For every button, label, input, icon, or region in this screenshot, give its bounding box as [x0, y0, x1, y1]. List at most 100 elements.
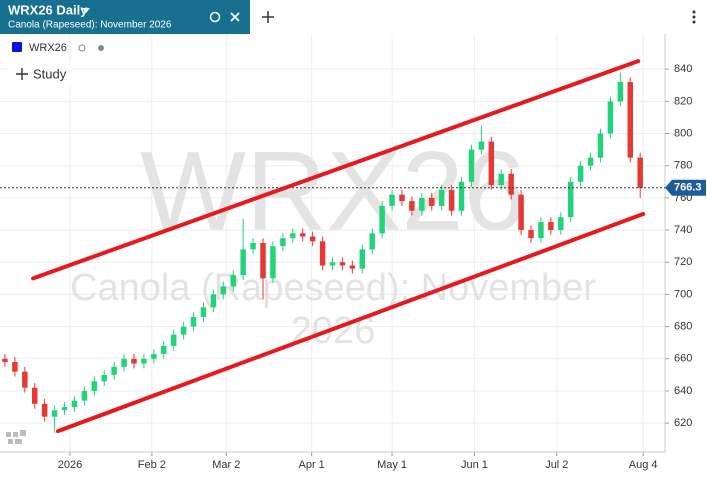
- candle-body: [190, 316, 197, 327]
- plot-area: 6206406606807007207407607808008208402026…: [0, 34, 706, 471]
- candle-body: [141, 358, 147, 364]
- candle-body: [290, 233, 296, 239]
- candle-body: [389, 194, 395, 206]
- candle-body: [607, 101, 614, 134]
- candle-body: [170, 334, 177, 346]
- plus-icon: [16, 68, 28, 80]
- candle-body: [329, 262, 336, 266]
- candle-body: [339, 262, 346, 266]
- x-tick-label: 2026: [58, 459, 82, 471]
- candle-body: [518, 194, 524, 231]
- study-button[interactable]: [8, 62, 72, 86]
- candle-body: [200, 307, 207, 317]
- candle-body: [270, 246, 276, 279]
- visibility-icon[interactable]: [78, 44, 86, 52]
- study-label[interactable]: Study: [33, 66, 67, 81]
- candle-body: [637, 157, 643, 188]
- candle-body: [81, 390, 88, 401]
- trend-line: [55, 211, 646, 434]
- watermark: Canola (Rapeseed): November: [70, 267, 596, 309]
- candle-body: [260, 242, 266, 279]
- candle-body: [587, 157, 594, 166]
- x-tick-label: Jun 1: [461, 459, 488, 471]
- candle-body: [240, 249, 246, 276]
- candle-body: [567, 181, 574, 218]
- menu-dot: [692, 20, 696, 24]
- circle-button[interactable]: [209, 11, 221, 23]
- watermark: WRX26: [140, 129, 526, 254]
- candle-body: [627, 82, 633, 158]
- candle-body: [429, 197, 435, 206]
- candle-body: [498, 173, 504, 186]
- candle-body: [508, 173, 514, 195]
- y-tick-label: 820: [674, 95, 692, 107]
- y-tick-label: 700: [674, 288, 692, 300]
- candle-body: [230, 275, 236, 287]
- candle-body: [2, 358, 8, 362]
- chart-title: WRX26 Daily: [8, 2, 88, 17]
- last-price-label: 766.3: [674, 182, 702, 194]
- candle-body: [419, 197, 425, 211]
- candle-body: [448, 189, 455, 211]
- candle-body: [528, 230, 534, 239]
- candle-body: [180, 326, 187, 335]
- y-tick-label: 800: [674, 127, 692, 139]
- last-price-tag: [665, 179, 706, 196]
- header-tab[interactable]: [0, 0, 250, 34]
- candle-body: [359, 249, 366, 269]
- logo-square: [20, 430, 26, 436]
- settings-icon[interactable]: [98, 45, 104, 51]
- x-tick-label: Feb 2: [138, 459, 166, 471]
- logo-square: [15, 439, 22, 444]
- candle-body: [478, 141, 485, 150]
- candle-body: [597, 133, 604, 158]
- candle-body: [51, 410, 58, 417]
- candle-body: [538, 222, 544, 239]
- y-tick-label: 740: [674, 224, 692, 236]
- candle-body: [409, 201, 415, 211]
- x-tick-label: Aug 4: [629, 459, 658, 471]
- candle-body: [379, 205, 385, 234]
- candle-body: [399, 194, 405, 202]
- candle-body: [71, 400, 78, 408]
- candle-body: [577, 165, 584, 182]
- menu-dot: [692, 10, 696, 14]
- candle-body: [369, 233, 375, 250]
- legend-label: WRX26: [29, 42, 67, 54]
- menu-button[interactable]: [692, 10, 696, 24]
- close-button[interactable]: [230, 12, 240, 22]
- y-tick-label: 840: [674, 63, 692, 75]
- y-tick-label: 780: [674, 160, 692, 172]
- logo: [6, 430, 26, 444]
- candle-body: [151, 353, 157, 359]
- candle-body: [309, 236, 316, 242]
- logo-square: [13, 432, 18, 437]
- candle-body: [617, 82, 624, 102]
- logo-square: [8, 439, 13, 444]
- candle-body: [468, 149, 475, 182]
- candle-body: [210, 294, 217, 308]
- title-dropdown[interactable]: [82, 8, 90, 13]
- y-tick-label: 660: [674, 353, 692, 365]
- candle-body: [558, 217, 564, 231]
- chart-subtitle: Canola (Rapeseed): November 2026: [8, 20, 172, 31]
- candle-body: [349, 265, 356, 269]
- candle-body: [101, 374, 107, 382]
- candle-body: [12, 361, 18, 372]
- candle-body: [250, 242, 256, 250]
- x-tick-label: Apr 1: [299, 459, 325, 471]
- menu-dot: [692, 15, 696, 19]
- y-tick-label: 720: [674, 256, 692, 268]
- candle-body: [458, 181, 465, 211]
- candle-body: [41, 403, 48, 417]
- candle-body: [61, 407, 68, 411]
- candle-body: [161, 345, 167, 354]
- add-tab-button[interactable]: [262, 11, 274, 23]
- logo-square: [6, 432, 11, 437]
- y-tick-label: 680: [674, 321, 692, 333]
- candle-body: [220, 286, 227, 295]
- candle-body: [91, 381, 98, 391]
- x-tick-label: Jul 2: [545, 459, 568, 471]
- y-tick-label: 640: [674, 385, 692, 397]
